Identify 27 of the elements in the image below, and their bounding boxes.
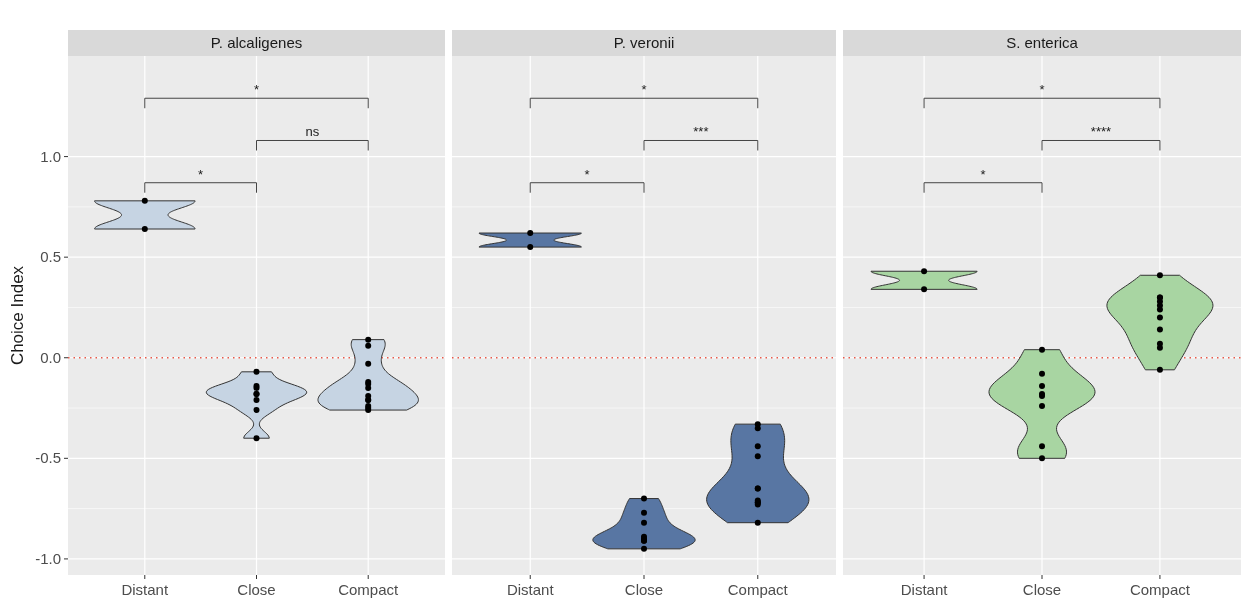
annotation: *	[980, 166, 986, 182]
x-tick-label: Close	[1022, 581, 1062, 598]
chart-title: S. enterica	[1006, 34, 1079, 51]
annotation: ***	[693, 124, 709, 140]
annotation: *	[1039, 82, 1045, 98]
x-tick-label: Compact	[338, 581, 400, 598]
y-tick-label: 0.0	[40, 348, 61, 366]
x-tick-label: Compact	[727, 581, 789, 598]
x-tick-label: Distant	[121, 581, 169, 598]
y-tick-label: 1.0	[40, 147, 61, 165]
x-tick-label: Close	[237, 581, 276, 598]
x-tick-label: Distant	[506, 581, 555, 598]
x-tick-label: Close	[624, 581, 664, 598]
y-tick-label: 0.5	[40, 248, 61, 266]
annotation: *	[641, 82, 647, 98]
y-axis-title: Choice Index	[8, 265, 27, 366]
chart-title: P. alcaligenes	[210, 34, 303, 51]
y-tick-label: -1.0	[35, 549, 61, 567]
chart-title: P. veronii	[613, 34, 675, 51]
annotation: *	[198, 166, 204, 182]
x-tick-label: Compact	[1129, 581, 1191, 598]
y-tick-label: -0.5	[35, 449, 61, 467]
annotation: *	[253, 82, 260, 98]
annotation: *	[584, 166, 590, 182]
annotation: ns	[305, 124, 320, 140]
annotation: ****	[1090, 124, 1112, 140]
x-tick-label: Distant	[900, 581, 949, 598]
